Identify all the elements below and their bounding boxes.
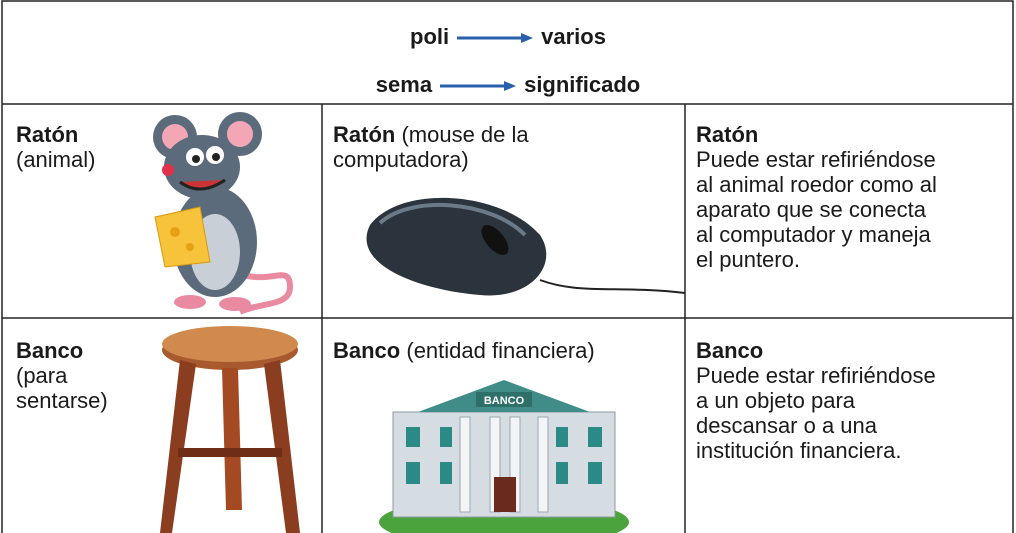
text-line: sentarse) [16, 388, 108, 413]
text-line: Puede estar refiriéndose [696, 147, 936, 172]
text-line: descansar o a una [696, 413, 878, 438]
text-line: (animal) [16, 147, 96, 172]
bank-sign: BANCO [484, 395, 525, 407]
word: Banco [16, 338, 84, 363]
cell: Ratón (mouse de la computadora) [333, 122, 529, 172]
header-row: poli varios [0, 24, 1016, 50]
rat-illustration [153, 112, 294, 315]
text-line: a un objeto para [696, 388, 856, 413]
text-line: (entidad financiera) [406, 338, 595, 363]
cell: Banco (para sentarse) [16, 338, 108, 413]
word: Banco [333, 338, 401, 363]
stool-illustration [160, 326, 300, 533]
text-line: Puede estar refiriéndose [696, 363, 936, 388]
bank-illustration: BANCO [379, 380, 629, 533]
arrow [440, 81, 517, 92]
cell: Ratón (animal) [16, 122, 95, 172]
text-line: (para [16, 363, 68, 388]
text-line: al animal roedor como al [696, 172, 937, 197]
text-line: el puntero. [696, 247, 800, 272]
text-line: computadora) [333, 147, 469, 172]
cell: Ratón Puede estar refiriéndose al animal r… [696, 122, 937, 272]
term: sema [375, 72, 433, 97]
text-line: institución financiera. [696, 438, 902, 463]
term: poli [410, 24, 450, 49]
word: Ratón [333, 122, 396, 147]
arrow [457, 33, 534, 44]
meaning: varios [541, 24, 606, 49]
header-row: sema significado [0, 72, 1016, 98]
text-line: (mouse de la [401, 122, 529, 147]
word: Banco [696, 338, 764, 363]
text-line: aparato que se conecta [696, 197, 926, 222]
mouse-illustration [366, 197, 685, 296]
cell: Banco (entidad financiera) [333, 338, 595, 363]
cell: Banco Puede estar refiriéndose a un objeto… [696, 338, 936, 463]
word: Ratón [16, 122, 79, 147]
meaning: significado [524, 72, 641, 97]
text-line: al computador y maneja [696, 222, 931, 247]
word: Ratón [696, 122, 759, 147]
